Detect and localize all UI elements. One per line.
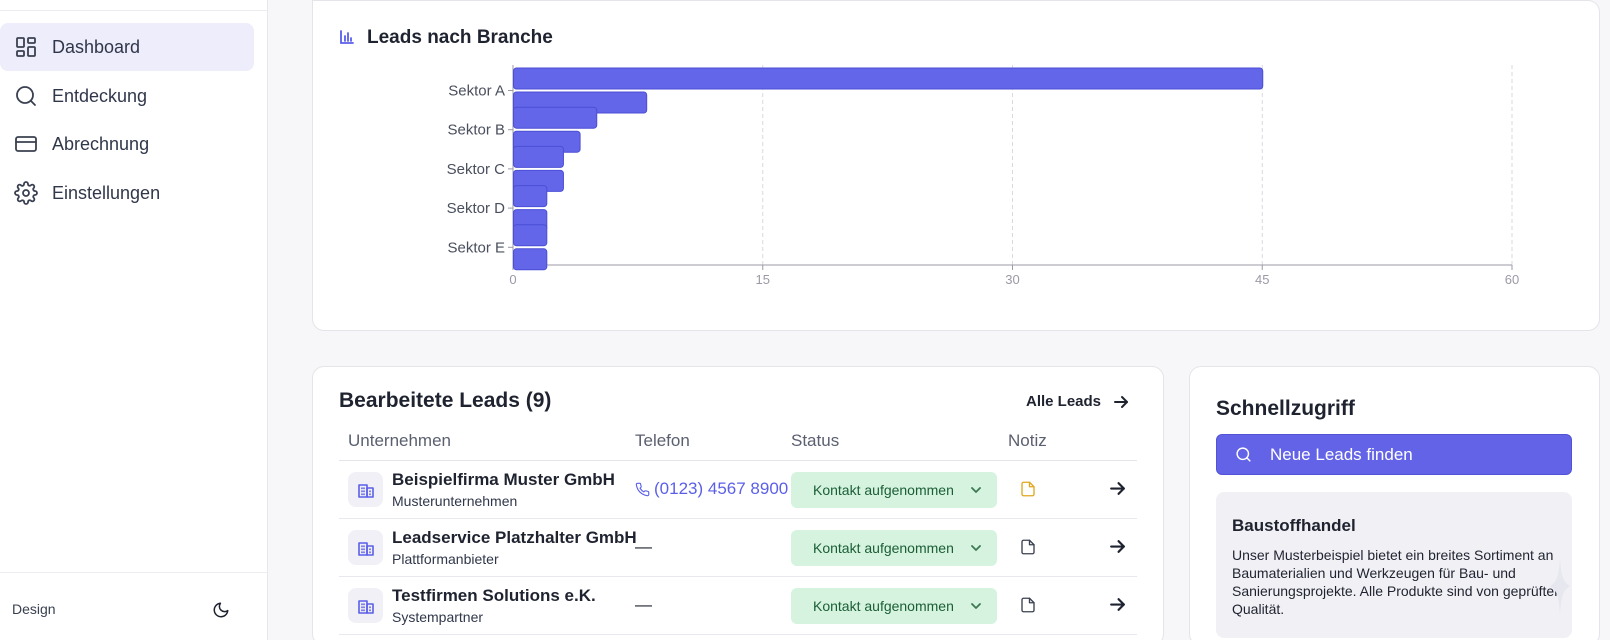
x-tick-label: 60 xyxy=(1505,272,1519,287)
phone-link[interactable]: (0123) 4567 8900 xyxy=(635,479,788,499)
divider xyxy=(339,460,1137,461)
divider xyxy=(0,10,267,11)
status-label: Kontakt aufgenommen xyxy=(813,540,954,556)
company-category: Systempartner xyxy=(392,609,484,625)
bar xyxy=(513,185,548,208)
company-name[interactable]: Leadservice Platzhalter GmbH xyxy=(392,528,637,547)
column-header-notiz: Notiz xyxy=(1008,431,1047,450)
gear-icon xyxy=(14,181,38,205)
bar-chart: 0 15 30 45 60 Sektor A Sektor B Sektor C Sektor … xyxy=(447,65,1519,287)
status-dropdown[interactable]: Kontakt aufgenommen xyxy=(791,588,997,624)
leads-title: Bearbeitete Leads (9) xyxy=(339,389,552,412)
sidebar-item-dashboard[interactable]: Dashboard xyxy=(0,23,254,71)
quick-access-card: Schnellzugriff Neue Leads finden Baustof… xyxy=(1189,366,1600,640)
info-text: Unser Musterbeispiel bietet ein breites … xyxy=(1232,547,1559,617)
chart-title-text: Leads nach Branche xyxy=(367,27,553,48)
phone-number: (0123) 4567 8900 xyxy=(654,479,789,498)
all-leads-link[interactable]: Alle Leads xyxy=(1026,393,1129,410)
phone-empty: — xyxy=(635,537,652,556)
status-label: Kontakt aufgenommen xyxy=(813,598,954,614)
design-label: Design xyxy=(12,601,56,617)
find-leads-button[interactable]: Neue Leads finden xyxy=(1216,434,1572,475)
company-name[interactable]: Beispielfirma Muster GmbH xyxy=(392,470,615,489)
y-tick-label: Sektor D xyxy=(447,200,506,217)
phone-empty: — xyxy=(635,595,652,614)
phone-icon xyxy=(635,482,650,496)
chevron-down-icon xyxy=(971,545,981,551)
moon-icon[interactable] xyxy=(212,601,232,621)
all-leads-label: Alle Leads xyxy=(1026,393,1102,410)
quick-access-title: Schnellzugriff xyxy=(1216,397,1355,420)
sidebar: Dashboard Entdeckung Abrechnung Einstell… xyxy=(0,0,268,640)
column-header-unternehmen: Unternehmen xyxy=(348,431,452,450)
table-row: Testfirmen Solutions e.K. Systempartner … xyxy=(339,577,1137,635)
chart-title: Leads nach Branche xyxy=(339,27,553,49)
sidebar-item-label: Dashboard xyxy=(52,36,141,57)
y-tick-label: Sektor E xyxy=(447,239,505,256)
table-row: Beispielfirma Muster GmbH Musterunterneh… xyxy=(339,461,1137,519)
search-icon xyxy=(14,84,38,108)
column-header-status: Status xyxy=(791,431,840,450)
y-tick-label: Sektor C xyxy=(447,161,506,178)
sidebar-item-einstellungen[interactable]: Einstellungen xyxy=(0,169,254,217)
status-dropdown[interactable]: Kontakt aufgenommen xyxy=(791,472,997,508)
credit-card-icon xyxy=(14,132,38,156)
sparkle-icon xyxy=(1550,556,1570,616)
search-icon xyxy=(1236,447,1251,462)
company-name[interactable]: Testfirmen Solutions e.K. xyxy=(392,586,596,605)
sidebar-item-entdeckung[interactable]: Entdeckung xyxy=(0,72,254,120)
sidebar-item-abrechnung[interactable]: Abrechnung xyxy=(0,120,254,168)
company-category: Musterunternehmen xyxy=(392,493,518,509)
x-tick-label: 30 xyxy=(1005,272,1019,287)
company-category: Plattformanbieter xyxy=(392,551,499,567)
column-header-telefon: Telefon xyxy=(635,431,690,450)
chart-card: Leads nach Branche 0 15 30 45 60 Sektor A Sekt… xyxy=(312,0,1600,331)
sidebar-item-label: Einstellungen xyxy=(52,182,161,203)
note-icon[interactable] xyxy=(1019,480,1039,500)
bar xyxy=(513,145,564,168)
arrow-right-icon[interactable] xyxy=(1109,538,1129,558)
find-leads-label: Neue Leads finden xyxy=(1270,444,1413,464)
bar xyxy=(513,248,548,271)
chevron-down-icon xyxy=(971,603,981,609)
bar xyxy=(513,67,1264,90)
sidebar-item-label: Entdeckung xyxy=(52,85,148,106)
building-icon xyxy=(348,588,383,623)
arrow-right-icon xyxy=(1114,395,1129,408)
info-box: Baustoffhandel Unser Musterbeispiel biet… xyxy=(1216,492,1572,638)
x-tick-label: 0 xyxy=(509,272,516,287)
y-tick-label: Sektor A xyxy=(448,83,505,100)
leads-card: Bearbeitete Leads (9) Alle Leads Unterne… xyxy=(312,366,1164,640)
table-row: Leadservice Platzhalter GmbH Plattforman… xyxy=(339,519,1137,577)
note-icon[interactable] xyxy=(1019,596,1039,616)
dashboard-icon xyxy=(14,35,38,59)
bar-chart-icon xyxy=(339,29,357,47)
status-dropdown[interactable]: Kontakt aufgenommen xyxy=(791,530,997,566)
chevron-down-icon xyxy=(971,487,981,493)
arrow-right-icon[interactable] xyxy=(1109,480,1129,500)
info-title: Baustoffhandel xyxy=(1232,516,1356,535)
bar xyxy=(513,106,598,129)
status-label: Kontakt aufgenommen xyxy=(813,482,954,498)
bar xyxy=(513,224,548,247)
y-tick-label: Sektor B xyxy=(447,122,505,139)
building-icon xyxy=(348,530,383,565)
building-icon xyxy=(348,472,383,507)
x-tick-label: 45 xyxy=(1255,272,1269,287)
sidebar-footer: Design xyxy=(0,572,267,640)
note-icon[interactable] xyxy=(1019,538,1039,558)
sidebar-item-label: Abrechnung xyxy=(52,133,150,154)
arrow-right-icon[interactable] xyxy=(1109,596,1129,616)
x-tick-label: 15 xyxy=(756,272,770,287)
